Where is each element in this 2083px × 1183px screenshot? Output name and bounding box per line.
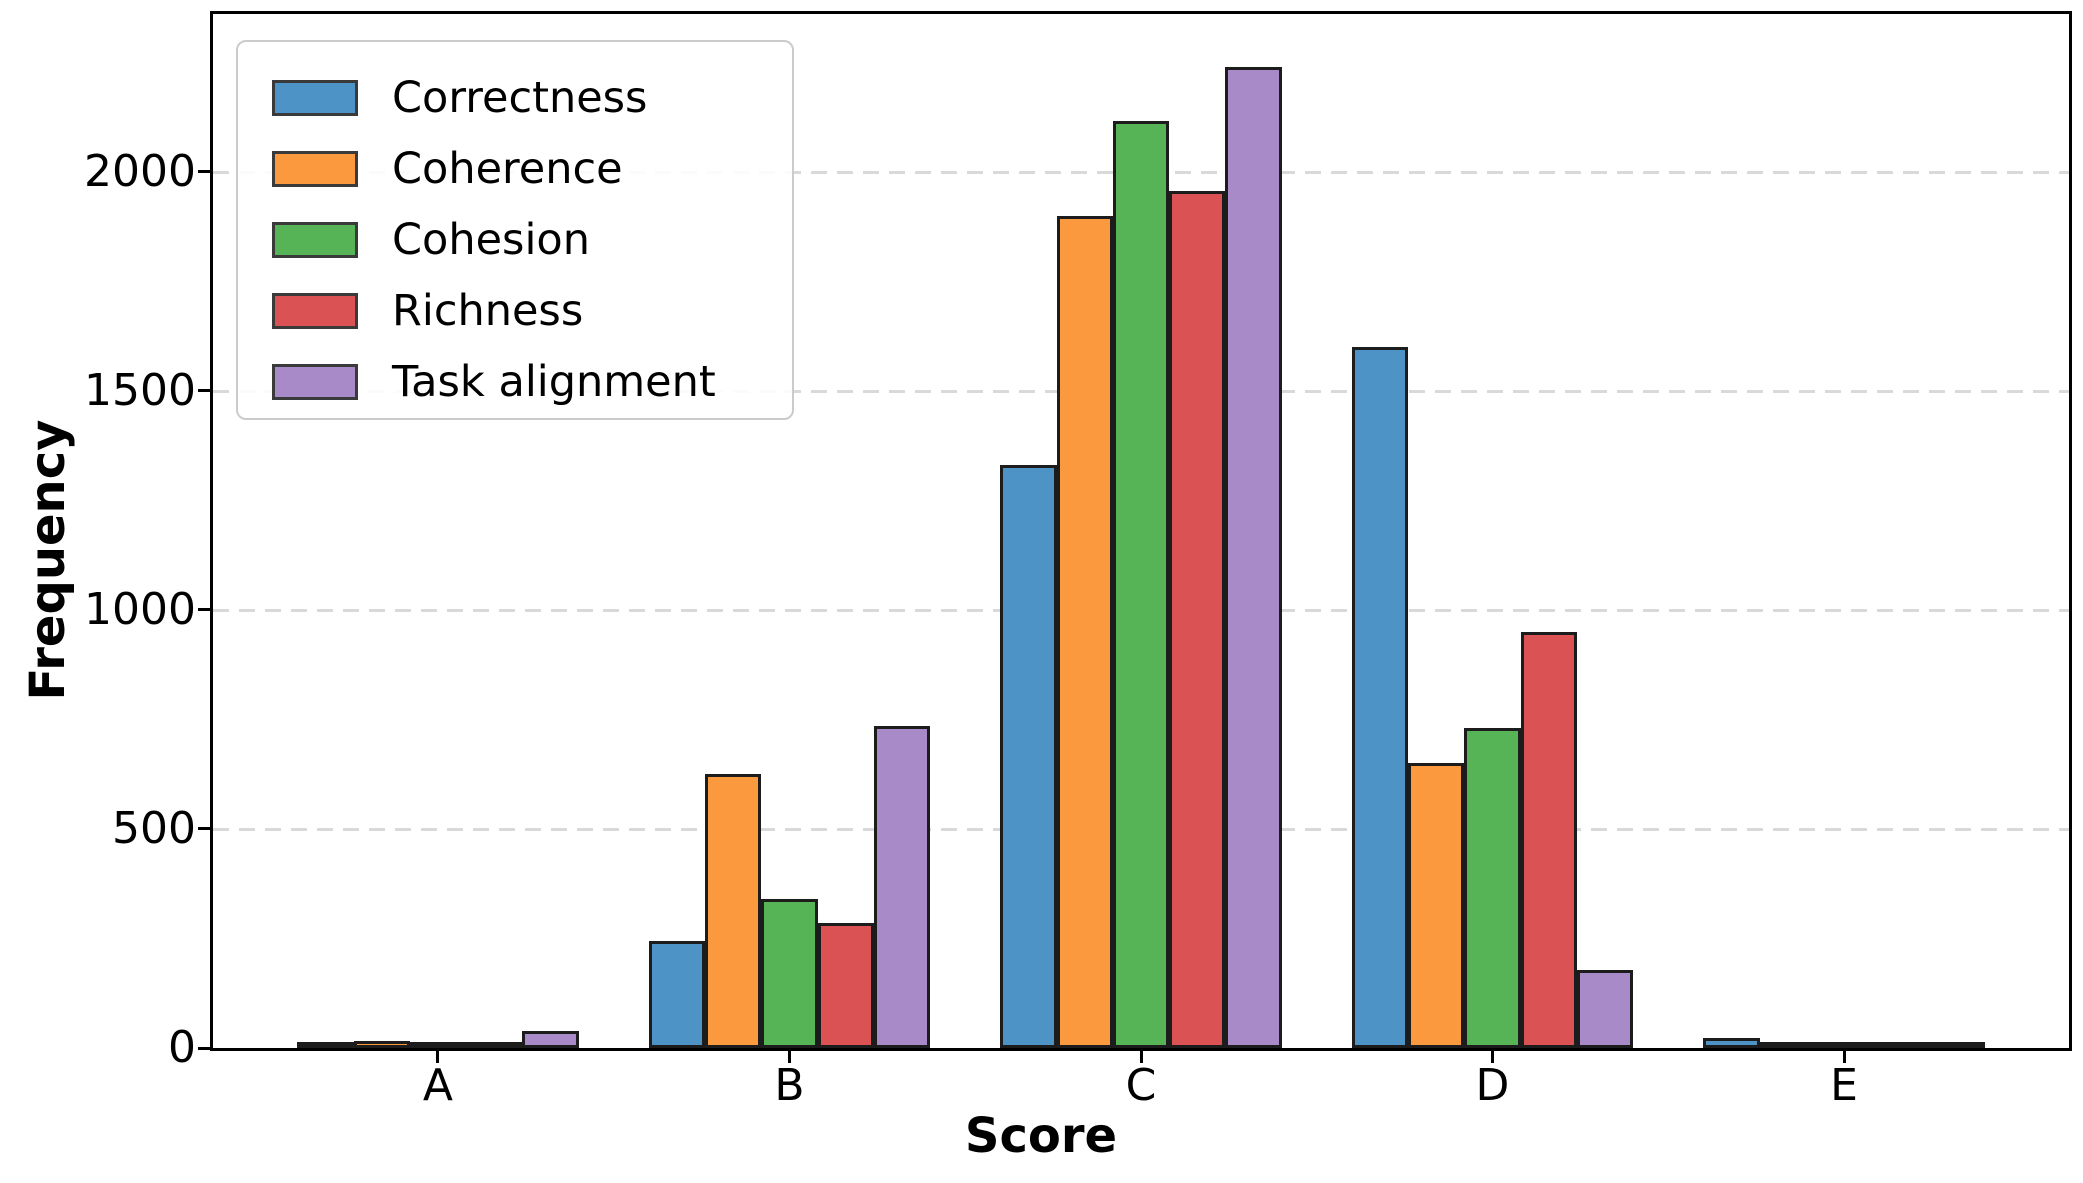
legend: Correctness Coherence Cohesion Richness Task… bbox=[236, 40, 794, 420]
y-tick-mark-0 bbox=[198, 1046, 210, 1050]
bar-richness-a bbox=[466, 1042, 523, 1048]
bar-task-alignment-c bbox=[1225, 66, 1282, 1048]
bar-coherence-a bbox=[353, 1041, 410, 1048]
bar-correctness-d bbox=[1351, 346, 1409, 1048]
x-tick-mark-b bbox=[787, 1051, 791, 1063]
y-tick-mark-500 bbox=[198, 827, 210, 831]
legend-item-richness: Richness bbox=[256, 275, 792, 346]
legend-item-task-alignment: Task alignment bbox=[256, 346, 792, 417]
legend-label-coherence: Coherence bbox=[392, 143, 623, 194]
legend-label-task-alignment: Task alignment bbox=[392, 356, 716, 407]
legend-swatch-richness bbox=[272, 292, 358, 329]
bar-task-alignment-d bbox=[1576, 970, 1634, 1048]
y-axis-label: Frequency bbox=[20, 419, 76, 701]
x-tick-label-a: A bbox=[422, 1060, 454, 1111]
legend-item-coherence: Coherence bbox=[256, 133, 792, 204]
bar-coherence-b bbox=[705, 774, 762, 1048]
x-tick-mark-e bbox=[1842, 1051, 1846, 1063]
x-tick-label-b: B bbox=[774, 1060, 805, 1111]
plot-area bbox=[210, 11, 2072, 1051]
bar-richness-d bbox=[1520, 631, 1577, 1048]
bar-correctness-a bbox=[297, 1042, 354, 1048]
legend-swatch-coherence bbox=[272, 150, 358, 187]
bar-task-alignment-e bbox=[1928, 1042, 1985, 1048]
legend-label-correctness: Correctness bbox=[392, 72, 648, 123]
bar-coherence-e bbox=[1759, 1042, 1816, 1048]
bar-richness-e bbox=[1872, 1042, 1929, 1048]
y-tick-label-1500: 1500 bbox=[84, 364, 196, 416]
y-tick-label-2000: 2000 bbox=[84, 145, 196, 197]
y-tick-label-500: 500 bbox=[112, 802, 196, 854]
x-tick-mark-c bbox=[1139, 1051, 1143, 1063]
legend-label-richness: Richness bbox=[392, 285, 584, 336]
y-tick-mark-1500 bbox=[198, 389, 210, 393]
x-tick-label-e: E bbox=[1830, 1060, 1858, 1111]
bar-cohesion-a bbox=[409, 1042, 467, 1048]
bar-correctness-c bbox=[1000, 465, 1057, 1048]
bar-task-alignment-a bbox=[522, 1031, 579, 1048]
x-tick-label-d: D bbox=[1475, 1060, 1510, 1111]
bar-cohesion-c bbox=[1112, 121, 1170, 1048]
legend-swatch-cohesion bbox=[272, 221, 358, 258]
bar-richness-c bbox=[1169, 191, 1226, 1048]
bar-task-alignment-b bbox=[873, 725, 931, 1048]
legend-swatch-correctness bbox=[272, 79, 358, 116]
y-tick-mark-2000 bbox=[198, 170, 210, 174]
bar-cohesion-b bbox=[761, 899, 818, 1048]
legend-item-cohesion: Cohesion bbox=[256, 204, 792, 275]
y-tick-label-0: 0 bbox=[168, 1022, 196, 1073]
bar-coherence-c bbox=[1056, 215, 1113, 1048]
y-tick-label-1000: 1000 bbox=[84, 583, 196, 635]
y-tick-mark-1000 bbox=[198, 608, 210, 612]
bar-coherence-d bbox=[1408, 763, 1465, 1048]
x-tick-label-c: C bbox=[1125, 1060, 1157, 1111]
bar-richness-b bbox=[817, 923, 874, 1048]
bar-correctness-b bbox=[648, 940, 706, 1048]
bar-cohesion-e bbox=[1815, 1042, 1873, 1048]
bar-correctness-e bbox=[1703, 1038, 1760, 1048]
x-axis-label: Score bbox=[964, 1108, 1118, 1164]
x-tick-mark-d bbox=[1491, 1051, 1494, 1063]
bar-cohesion-d bbox=[1464, 728, 1521, 1048]
x-tick-mark-a bbox=[436, 1051, 440, 1063]
legend-label-cohesion: Cohesion bbox=[392, 214, 590, 265]
legend-item-correctness: Correctness bbox=[256, 62, 792, 133]
legend-swatch-task-alignment bbox=[272, 363, 358, 400]
